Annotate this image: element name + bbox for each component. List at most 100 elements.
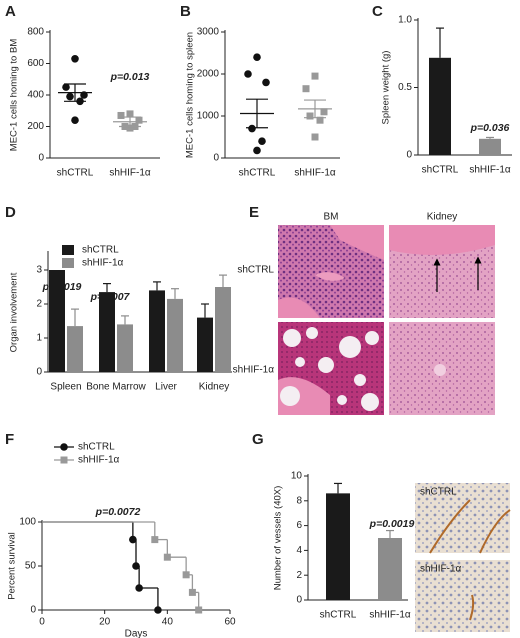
- data-point: [154, 606, 162, 614]
- data-point: [253, 53, 261, 61]
- data-point: [248, 124, 256, 133]
- ihc-image: shCTRL: [415, 483, 511, 554]
- panel-letter: C: [372, 3, 383, 20]
- row-label: shHIF-1α: [233, 365, 275, 376]
- data-point: [316, 116, 324, 124]
- y-tick-label: 3000: [197, 27, 220, 38]
- y-tick-label: 1.0: [398, 15, 412, 26]
- x-tick-label: 60: [224, 617, 236, 628]
- data-point: [62, 83, 70, 91]
- panel-letter: A: [5, 3, 16, 20]
- y-axis-label: Number of vessels (40X): [273, 486, 284, 591]
- data-point: [135, 116, 143, 124]
- panel-letter: D: [5, 204, 16, 221]
- legend-marker: [60, 456, 68, 464]
- x-tick-label: shHIF-1α: [294, 168, 336, 179]
- data-point: [244, 70, 252, 78]
- data-point: [135, 584, 143, 592]
- image: [278, 322, 384, 415]
- x-tick-label: shCTRL: [422, 165, 459, 176]
- x-tick-label: shHIF-1α: [469, 165, 511, 176]
- panel-letter: B: [180, 3, 191, 20]
- bar: [67, 326, 83, 372]
- y-tick-label: 0: [406, 150, 412, 161]
- bar: [378, 538, 402, 600]
- data-point: [306, 112, 314, 120]
- y-tick-label: 0: [296, 595, 302, 606]
- y-axis-label: Percent survival: [7, 532, 18, 600]
- data-point: [311, 72, 319, 80]
- data-point: [262, 78, 270, 87]
- bar: [49, 270, 65, 372]
- y-tick-label: 0: [213, 153, 219, 164]
- y-tick-label: 200: [27, 121, 44, 132]
- bar: [326, 493, 350, 600]
- y-tick-label: 1: [36, 333, 42, 344]
- x-tick-label: Bone Marrow: [86, 382, 146, 393]
- y-tick-label: 3: [36, 265, 42, 276]
- data-point: [132, 562, 140, 570]
- legend-marker: [60, 443, 68, 451]
- y-tick-label: 2000: [197, 69, 220, 80]
- legend-swatch: [62, 258, 74, 268]
- annotation: p=0.013: [110, 71, 150, 83]
- x-tick-label: shHIF-1α: [109, 168, 151, 179]
- data-point: [151, 536, 159, 544]
- data-point: [66, 92, 74, 101]
- y-tick-label: 0.5: [398, 82, 412, 93]
- data-point: [163, 553, 171, 561]
- ihc-image: shHIF-1α: [415, 560, 510, 632]
- panel-letter: E: [249, 204, 259, 221]
- y-tick-label: 2: [296, 570, 302, 581]
- data-point: [71, 116, 79, 124]
- data-point: [195, 606, 203, 614]
- x-tick-label: Kidney: [199, 382, 230, 393]
- y-axis-label: Spleen weight (g): [381, 51, 392, 125]
- bar: [479, 138, 501, 155]
- y-tick-label: 0: [36, 367, 42, 378]
- legend-label: shHIF-1α: [78, 455, 120, 466]
- legend-label: shCTRL: [82, 245, 119, 256]
- y-axis-label: MEC-1 cells homing to BM: [9, 39, 20, 152]
- column-label: Kidney: [427, 212, 458, 223]
- x-tick-label: shCTRL: [239, 168, 276, 179]
- bar: [149, 290, 165, 372]
- y-axis-label: Organ involvement: [9, 272, 20, 352]
- data-point: [311, 133, 319, 141]
- x-tick-label: Spleen: [50, 382, 81, 393]
- bar: [197, 317, 213, 372]
- y-tick-label: 2: [36, 299, 42, 310]
- x-tick-label: Liver: [155, 382, 177, 393]
- x-tick-label: shCTRL: [320, 610, 357, 621]
- legend-label: shHIF-1α: [82, 258, 124, 269]
- panel-letter: G: [252, 431, 264, 448]
- y-tick-label: 8: [296, 495, 302, 506]
- row-label: shCTRL: [237, 265, 274, 276]
- data-point: [253, 146, 261, 155]
- image: [278, 225, 384, 318]
- image-label: shHIF-1α: [420, 564, 462, 575]
- bar: [117, 324, 133, 372]
- x-tick-label: 0: [39, 617, 45, 628]
- data-point: [126, 124, 134, 132]
- image: [389, 225, 495, 318]
- legend-label: shCTRL: [78, 442, 115, 453]
- bar: [99, 292, 115, 372]
- x-tick-label: 40: [162, 617, 174, 628]
- y-tick-label: 10: [291, 471, 303, 482]
- data-point: [129, 535, 137, 544]
- bar: [215, 287, 231, 372]
- data-point: [117, 111, 125, 119]
- histology-panel: E BM Kidney shCTRL shHIF-1α: [233, 204, 495, 415]
- y-tick-label: 0: [38, 153, 44, 164]
- y-tick-label: 600: [27, 58, 44, 69]
- data-point: [302, 85, 310, 93]
- y-tick-label: 400: [27, 90, 44, 101]
- bar: [167, 298, 183, 372]
- column-label: BM: [324, 212, 339, 223]
- y-tick-label: 1000: [197, 111, 220, 122]
- panel-letter: F: [5, 431, 14, 448]
- y-tick-label: 100: [19, 517, 36, 528]
- x-tick-label: shCTRL: [57, 168, 94, 179]
- bar: [429, 57, 451, 155]
